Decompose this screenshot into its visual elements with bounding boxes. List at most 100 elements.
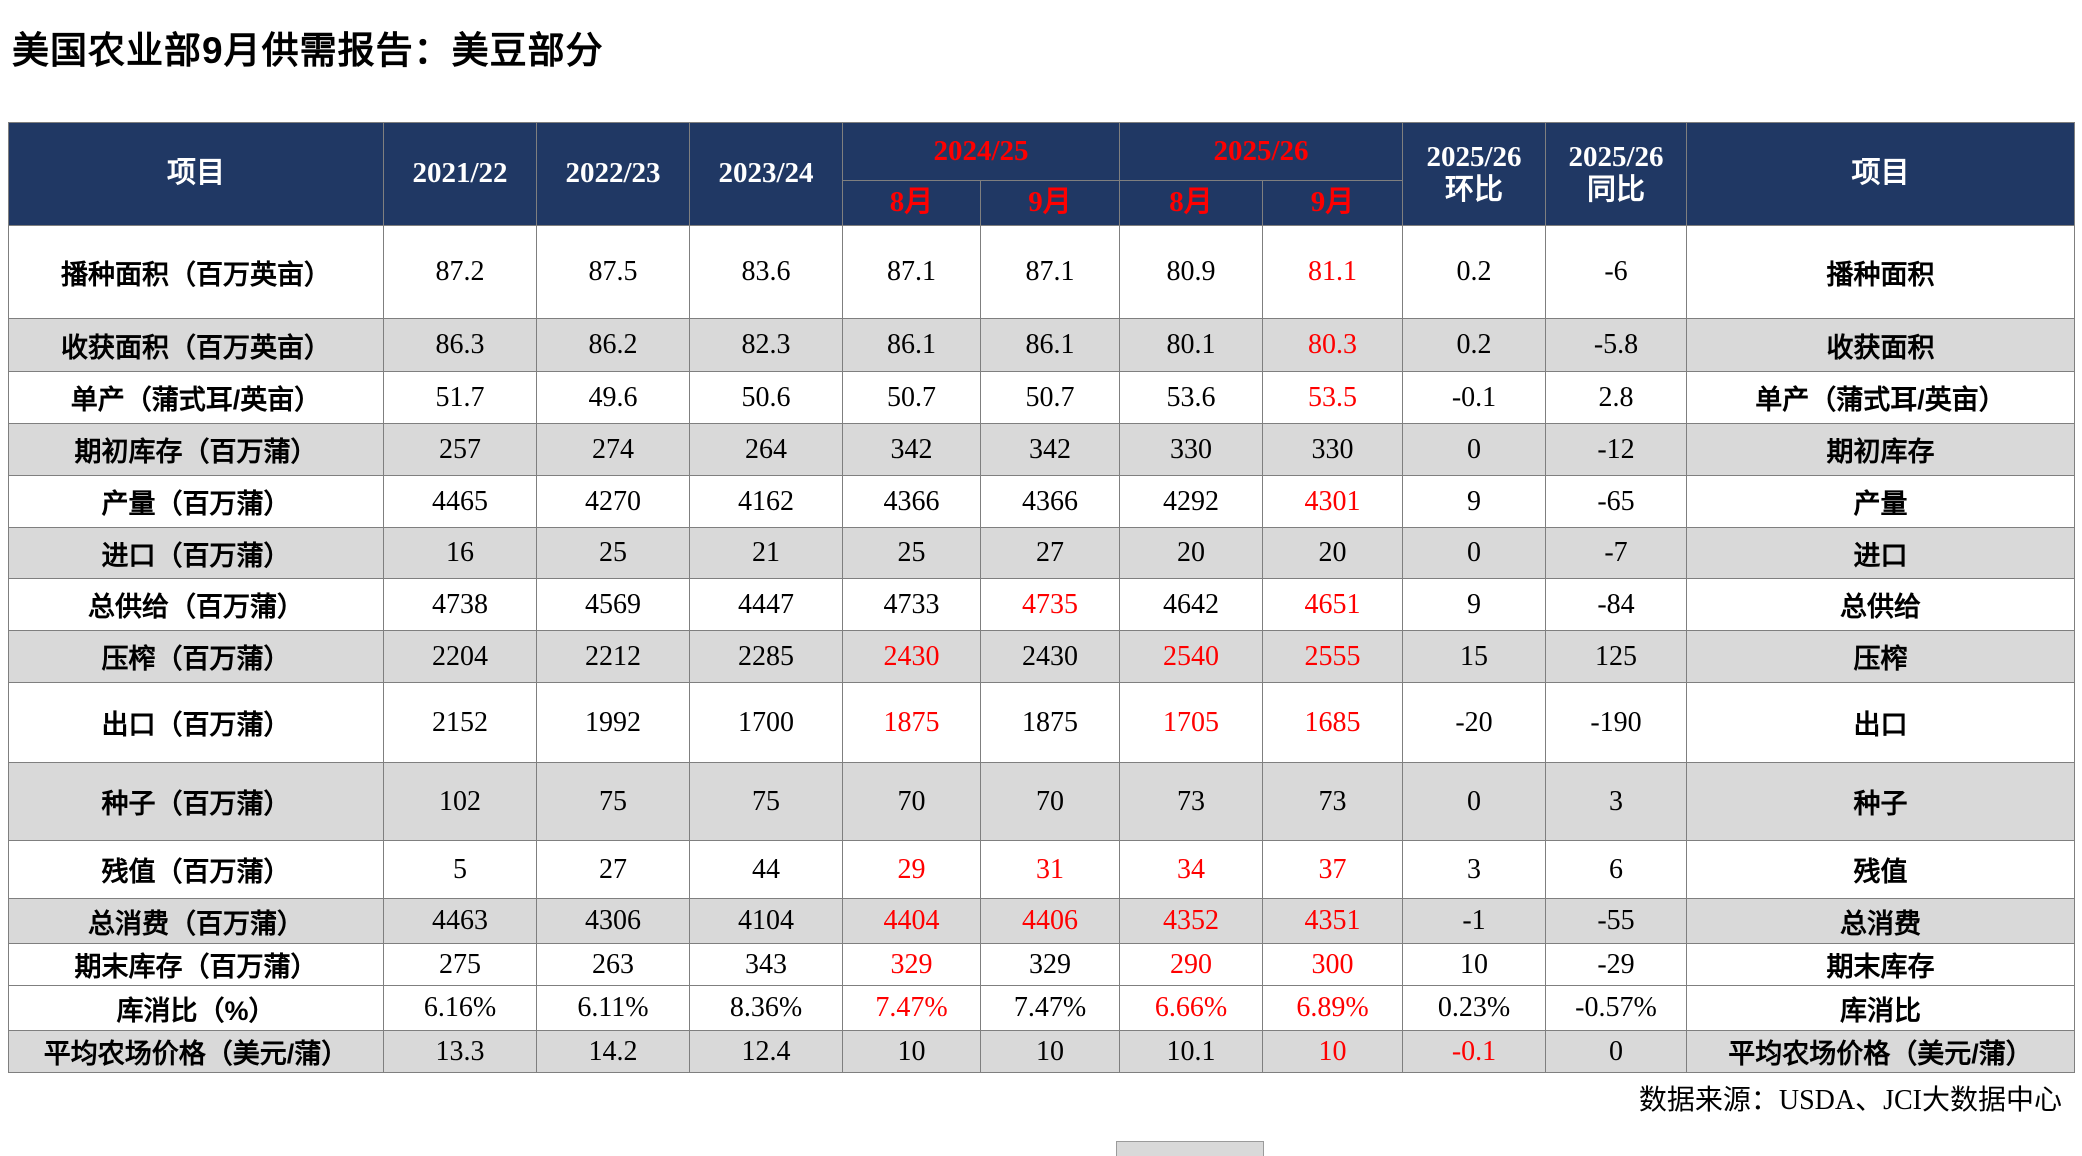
value-cell: 4651 xyxy=(1262,578,1403,631)
value-cell: 263 xyxy=(536,943,690,986)
value-cell: 25 xyxy=(842,527,981,579)
table-row: 收获面积（百万英亩） 86.3 86.2 82.3 86.1 86.1 80.1 80.3 0.… xyxy=(8,318,2075,372)
value-cell: 83.6 xyxy=(689,225,843,319)
value-cell: 6.66% xyxy=(1119,985,1263,1031)
value-cell: 86.1 xyxy=(980,318,1120,372)
value-cell: 50.7 xyxy=(980,371,1120,424)
row-label-left: 总消费（百万蒲） xyxy=(8,898,384,944)
value-cell: 0 xyxy=(1402,762,1546,841)
value-cell: -6 xyxy=(1545,225,1687,319)
value-cell: 4465 xyxy=(383,475,537,528)
value-cell: -84 xyxy=(1545,578,1687,631)
row-label-right: 平均农场价格（美元/蒲） xyxy=(1686,1030,2075,1073)
value-cell: 82.3 xyxy=(689,318,843,372)
value-cell: 6 xyxy=(1545,840,1687,899)
row-label-right: 总供给 xyxy=(1686,578,2075,631)
value-cell: 10.1 xyxy=(1119,1030,1263,1073)
value-cell: 50.6 xyxy=(689,371,843,424)
header-mom-line2: 环比 xyxy=(1444,174,1503,206)
value-cell: 4301 xyxy=(1262,475,1403,528)
value-cell: -29 xyxy=(1545,943,1687,986)
value-cell: 7.47% xyxy=(842,985,981,1031)
value-cell: 0.2 xyxy=(1402,318,1546,372)
value-cell: 10 xyxy=(842,1030,981,1073)
header-yoy-line1: 2025/26 xyxy=(1568,140,1664,173)
header-yoy: 2025/26 同比 xyxy=(1545,122,1687,226)
value-cell: 4735 xyxy=(980,578,1120,631)
row-label-left: 产量（百万蒲） xyxy=(8,475,384,528)
value-cell: 9 xyxy=(1402,475,1546,528)
value-cell: 87.1 xyxy=(842,225,981,319)
table-row: 出口（百万蒲） 2152 1992 1700 1875 1875 1705 1685 -20 -1… xyxy=(8,682,2075,763)
value-cell: 1992 xyxy=(536,682,690,763)
value-cell: 4406 xyxy=(980,898,1120,944)
value-cell: 75 xyxy=(689,762,843,841)
table-row: 总消费（百万蒲） 4463 4306 4104 4404 4406 4352 4351 -1 -5… xyxy=(8,898,2075,944)
value-cell: 1685 xyxy=(1262,682,1403,763)
value-cell: 15 xyxy=(1402,630,1546,683)
row-label-right: 播种面积 xyxy=(1686,225,2075,319)
value-cell: 4404 xyxy=(842,898,981,944)
table-row: 播种面积（百万英亩） 87.2 87.5 83.6 87.1 87.1 80.9 81.1 0.… xyxy=(8,225,2075,319)
value-cell: 7.47% xyxy=(980,985,1120,1031)
row-label-right: 产量 xyxy=(1686,475,2075,528)
value-cell: -65 xyxy=(1545,475,1687,528)
header-item-left: 项目 xyxy=(8,122,384,226)
header-month-aug-2425: 8月 xyxy=(842,180,981,226)
value-cell: 329 xyxy=(980,943,1120,986)
row-label-left: 库消比（%） xyxy=(8,985,384,1031)
supply-demand-table: 项目 2021/22 2022/23 2023/24 2024/25 2025/… xyxy=(8,122,2075,1073)
value-cell: 10 xyxy=(1262,1030,1403,1073)
header-yoy-line2: 同比 xyxy=(1586,174,1645,206)
value-cell: 13.3 xyxy=(383,1030,537,1073)
value-cell: 4366 xyxy=(842,475,981,528)
value-cell: 4733 xyxy=(842,578,981,631)
row-label-left: 压榨（百万蒲） xyxy=(8,630,384,683)
value-cell: 50.7 xyxy=(842,371,981,424)
value-cell: -12 xyxy=(1545,423,1687,476)
table-row: 压榨（百万蒲） 2204 2212 2285 2430 2430 2540 2555 15 125… xyxy=(8,630,2075,683)
value-cell: 1700 xyxy=(689,682,843,763)
value-cell: 16 xyxy=(383,527,537,579)
value-cell: 329 xyxy=(842,943,981,986)
value-cell: -0.57% xyxy=(1545,985,1687,1031)
row-label-right: 库消比 xyxy=(1686,985,2075,1031)
value-cell: 4292 xyxy=(1119,475,1263,528)
value-cell: 2204 xyxy=(383,630,537,683)
value-cell: 20 xyxy=(1262,527,1403,579)
value-cell: 80.3 xyxy=(1262,318,1403,372)
row-label-right: 残值 xyxy=(1686,840,2075,899)
row-label-left: 出口（百万蒲） xyxy=(8,682,384,763)
value-cell: -20 xyxy=(1402,682,1546,763)
value-cell: 330 xyxy=(1119,423,1263,476)
value-cell: 53.6 xyxy=(1119,371,1263,424)
header-month-sep-2425: 9月 xyxy=(980,180,1120,226)
value-cell: 75 xyxy=(536,762,690,841)
value-cell: 6.11% xyxy=(536,985,690,1031)
value-cell: 70 xyxy=(980,762,1120,841)
value-cell: 31 xyxy=(980,840,1120,899)
value-cell: 2.8 xyxy=(1545,371,1687,424)
table-row: 平均农场价格（美元/蒲） 13.3 14.2 12.4 10 10 10.1 10 -0.1 0 平… xyxy=(8,1030,2075,1073)
value-cell: 49.6 xyxy=(536,371,690,424)
value-cell: 4463 xyxy=(383,898,537,944)
header-year-2022-23: 2022/23 xyxy=(536,122,690,226)
value-cell: 2430 xyxy=(842,630,981,683)
value-cell: 0.23% xyxy=(1402,985,1546,1031)
value-cell: 4352 xyxy=(1119,898,1263,944)
row-label-right: 期末库存 xyxy=(1686,943,2075,986)
value-cell: 53.5 xyxy=(1262,371,1403,424)
value-cell: 4306 xyxy=(536,898,690,944)
value-cell: 342 xyxy=(842,423,981,476)
value-cell: 4447 xyxy=(689,578,843,631)
value-cell: 1875 xyxy=(980,682,1120,763)
table-row: 进口（百万蒲） 16 25 21 25 27 20 20 0 -7 进口 xyxy=(8,527,2075,579)
row-label-left: 单产（蒲式耳/英亩） xyxy=(8,371,384,424)
table-header: 项目 2021/22 2022/23 2023/24 2024/25 2025/… xyxy=(8,122,2075,226)
value-cell: 4270 xyxy=(536,475,690,528)
value-cell: 330 xyxy=(1262,423,1403,476)
row-label-left: 期末库存（百万蒲） xyxy=(8,943,384,986)
row-label-right: 压榨 xyxy=(1686,630,2075,683)
value-cell: 2212 xyxy=(536,630,690,683)
value-cell: 4366 xyxy=(980,475,1120,528)
